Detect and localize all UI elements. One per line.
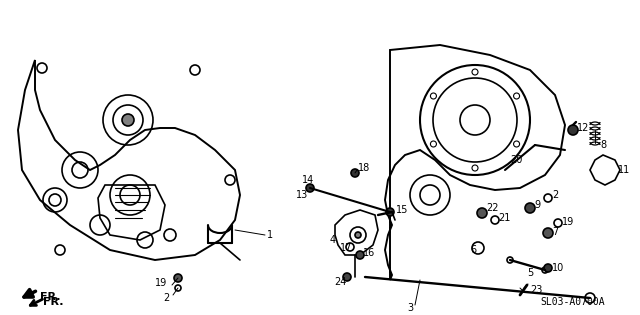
Circle shape (477, 208, 487, 218)
Text: 18: 18 (358, 163, 371, 173)
Circle shape (544, 264, 552, 272)
Text: 13: 13 (296, 190, 308, 200)
Circle shape (174, 274, 182, 282)
Circle shape (543, 228, 553, 238)
Circle shape (122, 114, 134, 126)
Text: 4: 4 (330, 235, 336, 245)
Text: FR.: FR. (43, 297, 63, 307)
Text: 14: 14 (302, 175, 314, 185)
Text: 20: 20 (510, 155, 522, 165)
Text: 5: 5 (527, 268, 533, 278)
Text: 6: 6 (470, 245, 476, 255)
Circle shape (568, 125, 578, 135)
Text: 15: 15 (396, 205, 408, 215)
Text: 16: 16 (363, 248, 375, 258)
Text: SL03-A0700A: SL03-A0700A (540, 297, 605, 307)
Circle shape (343, 273, 351, 281)
Text: 9: 9 (534, 200, 540, 210)
Text: 23: 23 (530, 285, 542, 295)
Text: 10: 10 (552, 263, 564, 273)
Text: 19: 19 (562, 217, 574, 227)
Circle shape (351, 169, 359, 177)
Text: 7: 7 (552, 227, 558, 237)
Circle shape (386, 208, 394, 216)
Circle shape (355, 232, 361, 238)
Text: 3: 3 (407, 303, 413, 313)
Circle shape (525, 203, 535, 213)
Text: 19: 19 (155, 278, 167, 288)
Circle shape (356, 251, 364, 259)
Text: 8: 8 (600, 140, 606, 150)
Text: 24: 24 (334, 277, 346, 287)
Text: 17: 17 (340, 243, 353, 253)
Text: FR.: FR. (40, 292, 61, 302)
Text: 21: 21 (498, 213, 510, 223)
Text: 2: 2 (163, 293, 169, 303)
Text: 11: 11 (618, 165, 630, 175)
Circle shape (306, 184, 314, 192)
Text: 12: 12 (577, 123, 589, 133)
Text: 1: 1 (267, 230, 273, 240)
Text: 22: 22 (486, 203, 499, 213)
Text: 2: 2 (552, 190, 558, 200)
